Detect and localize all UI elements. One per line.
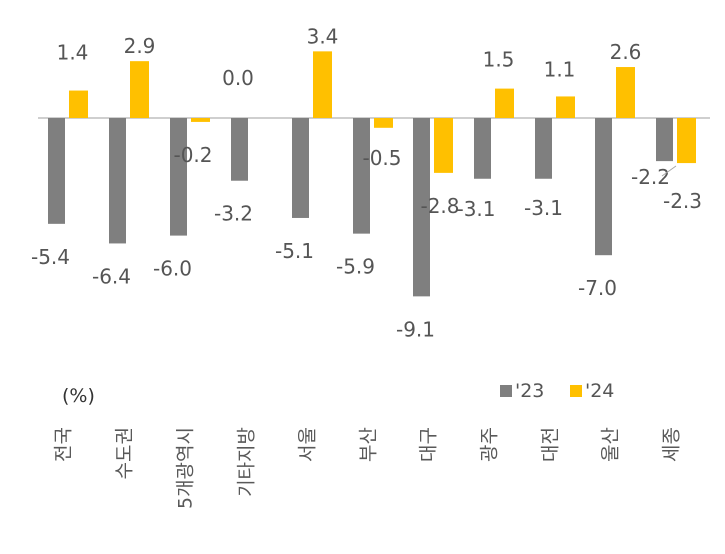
leader-line bbox=[661, 165, 677, 177]
bar-2024 bbox=[616, 67, 635, 118]
legend-label-2024: '24 bbox=[585, 380, 614, 402]
category-label: 광주 bbox=[479, 427, 501, 462]
category-label: 5개광역시 bbox=[175, 427, 197, 509]
value-label-2024: -2.3 bbox=[663, 189, 702, 213]
unit-label: (%) bbox=[62, 385, 95, 407]
bar-2023 bbox=[656, 118, 673, 162]
value-label-2024: 1.1 bbox=[544, 57, 576, 81]
bar-2023 bbox=[535, 118, 552, 179]
category-label: 서울 bbox=[297, 427, 319, 462]
legend-swatch-2023 bbox=[500, 385, 512, 397]
bar-2024 bbox=[495, 88, 514, 118]
category-label: 대전 bbox=[540, 427, 562, 462]
bar-2024 bbox=[434, 118, 453, 173]
value-label-2023: -5.9 bbox=[336, 255, 375, 279]
value-label-2024: 3.4 bbox=[307, 24, 339, 48]
bar-2023 bbox=[474, 118, 491, 179]
value-label-2023: -5.1 bbox=[275, 239, 314, 263]
value-label-2023: -3.2 bbox=[214, 202, 253, 226]
value-label-2024: 2.9 bbox=[124, 34, 156, 58]
bar-2024 bbox=[374, 118, 393, 128]
value-label-2024: 0.0 bbox=[222, 66, 254, 90]
value-label-2023: -3.1 bbox=[524, 196, 563, 220]
legend-label-2023: '23 bbox=[515, 380, 544, 402]
bar-2024 bbox=[677, 118, 696, 164]
value-label-2023: -6.4 bbox=[92, 264, 131, 288]
bar-2024 bbox=[556, 96, 575, 118]
legend: '23 '24 bbox=[500, 380, 614, 402]
bar-2023 bbox=[292, 118, 309, 218]
bar-2023 bbox=[353, 118, 370, 234]
category-label: 기타지방 bbox=[236, 427, 258, 497]
bar-2024 bbox=[130, 61, 149, 118]
value-label-2023: -3.1 bbox=[456, 197, 495, 221]
bar-2024 bbox=[313, 51, 332, 118]
value-label-2024: -0.5 bbox=[362, 146, 401, 170]
bar-2023 bbox=[170, 118, 187, 236]
value-label-2024: 1.4 bbox=[57, 41, 89, 65]
value-label-2023: -7.0 bbox=[578, 276, 617, 300]
category-label: 울산 bbox=[600, 427, 622, 462]
legend-swatch-2024 bbox=[570, 385, 582, 397]
bars-group bbox=[48, 51, 696, 297]
bar-2023 bbox=[109, 118, 126, 244]
bar-2023 bbox=[595, 118, 612, 256]
value-label-2023: -2.2 bbox=[631, 165, 670, 189]
category-label: 대구 bbox=[418, 427, 440, 462]
bar-2023 bbox=[413, 118, 430, 297]
bar-2024 bbox=[191, 118, 210, 122]
value-label-2023: -9.1 bbox=[396, 317, 435, 341]
value-labels-group: -5.4 1.4 -6.4 2.9 -6.0 -0.2 -3.2 0.0 -5.1 3.4 -5.9… bbox=[31, 24, 702, 341]
bar-2023 bbox=[231, 118, 248, 181]
category-labels-group: 전국 수도권 5개광역시 기타지방 서울 부산 대구 광주 대전 울산 세종 bbox=[53, 427, 683, 509]
value-label-2023: -5.4 bbox=[31, 245, 70, 269]
value-label-2024: 1.5 bbox=[483, 48, 515, 72]
value-label-2024: -2.8 bbox=[420, 194, 459, 218]
bar-2023 bbox=[48, 118, 65, 224]
category-label: 부산 bbox=[358, 427, 380, 462]
category-label: 전국 bbox=[53, 427, 75, 462]
category-label: 세종 bbox=[661, 427, 683, 462]
category-label: 수도권 bbox=[114, 427, 136, 479]
value-label-2024: 2.6 bbox=[610, 40, 642, 64]
value-label-2023: -6.0 bbox=[153, 257, 192, 281]
value-label-2024: -0.2 bbox=[173, 143, 212, 167]
bar-2024 bbox=[69, 90, 88, 118]
